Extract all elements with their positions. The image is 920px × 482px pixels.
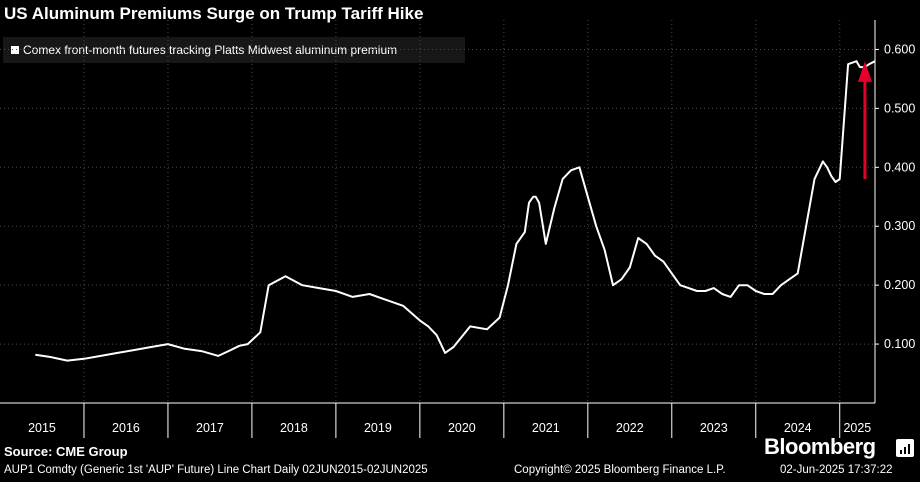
- x-tick-label: 2022: [616, 421, 644, 435]
- x-tick-label: 2016: [112, 421, 140, 435]
- y-tick-label: 0.100: [884, 337, 915, 351]
- y-tick-label: 0.600: [884, 42, 915, 56]
- copyright-note: Copyright© 2025 Bloomberg Finance L.P.: [514, 464, 726, 476]
- timestamp: 02-Jun-2025 17:37:22: [780, 464, 893, 476]
- legend-swatch: [11, 46, 19, 54]
- x-tick-label: 2021: [532, 421, 560, 435]
- annotation-arrow-head: [857, 61, 872, 82]
- chart-title: US Aluminum Premiums Surge on Trump Tari…: [4, 4, 424, 23]
- bloomberg-badge-icon: [896, 439, 914, 457]
- x-tick-label: 2019: [364, 421, 392, 435]
- legend-label: Comex front-month futures tracking Platt…: [23, 43, 398, 57]
- bloomberg-logo: Bloomberg: [764, 434, 876, 459]
- legend: Comex front-month futures tracking Platt…: [3, 37, 465, 63]
- x-tick-label: 2024: [784, 421, 812, 435]
- ticker-description: AUP1 Comdty (Generic 1st 'AUP' Future) L…: [4, 464, 428, 476]
- y-tick-label: 0.300: [884, 219, 915, 233]
- y-tick-label: 0.500: [884, 101, 915, 115]
- series-line: [35, 60, 876, 362]
- x-tick-label: 2023: [700, 421, 728, 435]
- x-tick-label: 2018: [280, 421, 308, 435]
- x-tick-label: 2025: [843, 421, 871, 435]
- y-tick-label: 0.400: [884, 160, 915, 174]
- y-tick-label: 0.200: [884, 278, 915, 292]
- x-tick-label: 2017: [196, 421, 224, 435]
- x-tick-label: 2020: [448, 421, 476, 435]
- x-tick-label: 2015: [28, 421, 56, 435]
- source-note: Source: CME Group: [4, 444, 128, 459]
